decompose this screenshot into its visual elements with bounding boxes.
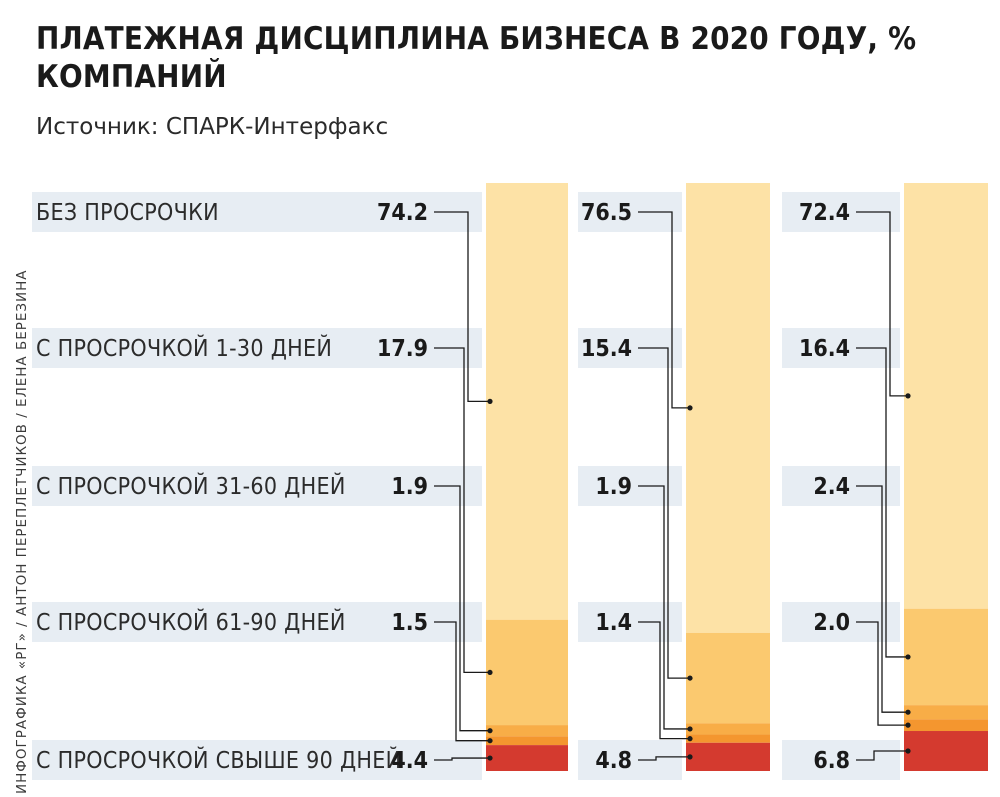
leader-dot-col2-row-4 [687, 736, 693, 742]
value-label-col2-row-2: 15.4 [581, 336, 632, 362]
value-label-col3-row-2: 16.4 [799, 336, 850, 362]
bar-col2-segment-3 [686, 723, 770, 735]
bar-col3-segment-4 [904, 719, 988, 732]
chart-title: ПЛАТЕЖНАЯ ДИСЦИПЛИНА БИЗНЕСА В 2020 ГОДУ… [36, 21, 917, 95]
leader-dot-col3-row-3 [905, 709, 911, 715]
value-label-col3-row-4: 2.0 [813, 610, 850, 636]
value-label-col1-row-5: 4.4 [391, 748, 428, 774]
value-label-col2-row-5: 4.8 [595, 748, 632, 774]
leader-dot-col2-row-3 [687, 726, 693, 732]
category-band-3-part-2 [578, 466, 682, 506]
bar-col2-segment-2 [686, 632, 770, 724]
category-band-4-part-1 [32, 602, 482, 642]
category-band-5-part-2 [578, 740, 682, 780]
leader-dot-col3-row-1 [905, 393, 911, 399]
category-band-1-part-1 [32, 192, 482, 232]
leader-col2-row-3 [638, 485, 690, 730]
leader-col3-row-4 [856, 621, 908, 726]
leader-dot-col1-row-3 [487, 728, 493, 734]
bar-col1-segment-4 [486, 736, 568, 746]
value-label-col1-row-2: 17.9 [377, 336, 428, 362]
category-label-4: С ПРОСРОЧКОЙ 61-90 ДНЕЙ [36, 608, 346, 636]
value-label-col3-row-3: 2.4 [813, 474, 850, 500]
bar-col2-segment-1 [686, 183, 770, 633]
bar-col3-segment-5 [904, 731, 988, 771]
bar-col3-segment-2 [904, 608, 988, 706]
category-band-4-part-2 [578, 602, 682, 642]
leader-col1-row-5 [434, 757, 490, 761]
leader-dot-col3-row-2 [905, 654, 911, 660]
leader-col2-row-2 [638, 347, 690, 679]
value-label-col2-row-3: 1.9 [595, 474, 632, 500]
leader-dot-col2-row-5 [687, 754, 693, 760]
leader-dot-col2-row-2 [687, 675, 693, 681]
category-label-2: С ПРОСРОЧКОЙ 1-30 ДНЕЙ [36, 334, 332, 362]
category-label-1: БЕЗ ПРОСРОЧКИ [36, 200, 219, 226]
leader-dot-col1-row-4 [487, 738, 493, 744]
leader-lines [434, 211, 911, 761]
leader-dot-col3-row-5 [905, 748, 911, 754]
bar-col1-segment-5 [486, 745, 568, 771]
leader-col2-row-4 [638, 621, 690, 740]
leader-dot-col1-row-1 [487, 398, 493, 404]
bar-col1-segment-2 [486, 619, 568, 726]
bar-col3-segment-1 [904, 183, 988, 609]
leader-dot-col3-row-4 [905, 722, 911, 728]
leader-col1-row-4 [434, 621, 490, 742]
category-band-4-part-3 [782, 602, 900, 642]
bar-col2-segment-5 [686, 742, 770, 771]
bar-col1-segment-1 [486, 183, 568, 620]
value-label-col2-row-4: 1.4 [595, 610, 632, 636]
value-label-col1-row-1: 74.2 [377, 200, 428, 226]
leader-col3-row-2 [856, 347, 908, 658]
bar-col2-segment-4 [686, 734, 770, 743]
leader-col1-row-1 [434, 211, 490, 403]
chart-source: Источник: СПАРК-Интерфакс [36, 114, 389, 140]
leader-col1-row-2 [434, 347, 490, 674]
value-label-col3-row-1: 72.4 [799, 200, 850, 226]
leader-dot-col1-row-5 [487, 755, 493, 761]
leader-col3-row-5 [856, 750, 908, 761]
bar-col1-segment-3 [486, 725, 568, 737]
category-label-5: С ПРОСРОЧКОЙ СВЫШЕ 90 ДНЕЙ [36, 746, 401, 774]
category-band-3-part-1 [32, 466, 482, 506]
leader-col3-row-3 [856, 485, 908, 713]
leader-col1-row-3 [434, 485, 490, 732]
bar-col3-segment-3 [904, 705, 988, 720]
leader-col2-row-5 [638, 756, 690, 761]
value-label-col3-row-5: 6.8 [813, 748, 850, 774]
stacked-bars [486, 183, 988, 771]
leader-dot-col1-row-2 [487, 669, 493, 676]
value-label-col1-row-4: 1.5 [391, 610, 428, 636]
value-label-col1-row-3: 1.9 [391, 474, 428, 500]
category-label-3: С ПРОСРОЧКОЙ 31-60 ДНЕЙ [36, 472, 346, 500]
leader-col2-row-1 [638, 211, 690, 409]
category-band-5-part-3 [782, 740, 900, 780]
category-band-2-part-1 [32, 328, 482, 368]
category-band-5-part-1 [32, 740, 482, 780]
leader-col3-row-1 [856, 211, 908, 397]
leader-dot-col2-row-1 [687, 405, 693, 411]
labels: БЕЗ ПРОСРОЧКИ С ПРОСРОЧКОЙ 1-30 ДНЕЙ С ПРО… [36, 200, 850, 774]
category-bands [32, 192, 900, 780]
value-label-col2-row-1: 76.5 [581, 200, 632, 226]
